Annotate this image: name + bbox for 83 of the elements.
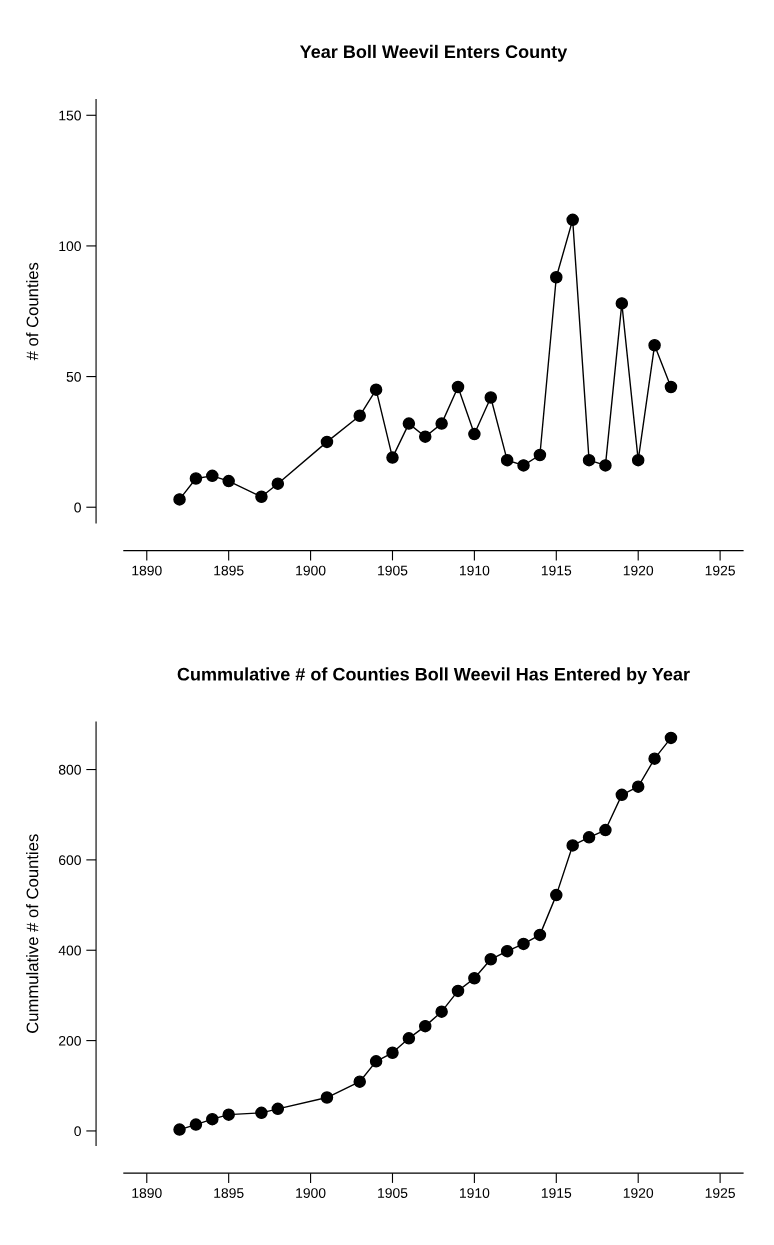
point [402, 1032, 416, 1045]
x-tick-label: 1890 [132, 1188, 162, 1198]
point [533, 448, 547, 462]
point [615, 297, 629, 310]
point [484, 391, 498, 404]
point [582, 831, 596, 844]
x-tick-label: 1910 [460, 565, 490, 576]
point [468, 971, 481, 985]
point [500, 453, 514, 467]
y-tick-label: 50 [66, 371, 81, 382]
x-tick-label: 1915 [541, 1188, 572, 1198]
x-tick-label: 1925 [705, 1188, 735, 1198]
point [517, 459, 530, 472]
point [206, 469, 219, 483]
point [435, 417, 448, 430]
point [173, 1123, 186, 1136]
x-tick-label: 1895 [214, 1188, 244, 1198]
point [173, 493, 186, 506]
x-tick-label: 1920 [623, 565, 654, 576]
point [271, 477, 285, 490]
point [418, 1019, 432, 1033]
point [631, 780, 645, 793]
point [468, 427, 481, 441]
chart-title: Year Boll Weevil Enters County [299, 44, 568, 62]
x-tick-label: 1890 [132, 565, 162, 576]
point [517, 937, 530, 951]
x-tick-label: 1900 [296, 565, 326, 576]
point [255, 1106, 268, 1120]
point [320, 435, 334, 449]
point [369, 383, 383, 396]
point [615, 788, 629, 802]
point [648, 752, 661, 765]
point [533, 928, 547, 942]
chart-title: Cummulative # of Counties Boll Weevil Has Entered by Year [177, 667, 690, 685]
point [386, 451, 399, 464]
point [451, 380, 465, 394]
y-axis-title: # of Counties [26, 262, 39, 361]
point [631, 453, 645, 467]
point [451, 984, 465, 998]
x-tick-label: 1895 [214, 565, 244, 576]
point [189, 472, 203, 485]
x-tick-label: 1925 [705, 565, 735, 576]
x-tick-label: 1915 [541, 565, 572, 576]
y-tick-label: 100 [59, 241, 81, 252]
point [189, 1118, 203, 1131]
point [582, 453, 596, 467]
x-tick-label: 1920 [623, 1188, 654, 1198]
point [206, 1112, 219, 1126]
point [353, 409, 366, 423]
y-tick-label: 150 [59, 110, 81, 121]
point [550, 888, 563, 902]
point [599, 823, 612, 837]
point [353, 1075, 366, 1088]
y-tick-label: 0 [74, 1126, 81, 1137]
point [566, 213, 579, 227]
x-tick-label: 1900 [296, 1188, 326, 1198]
y-tick-label: 400 [58, 945, 81, 956]
y-tick-label: 0 [74, 502, 81, 513]
point [435, 1005, 448, 1018]
point [500, 944, 514, 958]
point [402, 417, 416, 430]
point [599, 459, 612, 472]
y-tick-label: 200 [59, 1035, 81, 1046]
x-tick-label: 1905 [378, 565, 408, 576]
y-tick-label: 600 [59, 855, 81, 866]
point [255, 490, 268, 504]
y-axis-title: Cummulative # of Counties [26, 834, 39, 1033]
point [386, 1046, 399, 1060]
point [484, 953, 498, 966]
point [222, 474, 235, 488]
point [222, 1108, 235, 1121]
point [271, 1102, 285, 1116]
y-tick-label: 800 [58, 764, 81, 775]
point [418, 430, 432, 443]
point [369, 1055, 383, 1068]
point [664, 380, 678, 394]
x-tick-label: 1905 [378, 1188, 408, 1198]
point [320, 1091, 334, 1104]
point [566, 839, 579, 852]
point [648, 338, 661, 352]
x-tick-label: 1910 [460, 1188, 490, 1198]
point [664, 731, 678, 745]
point [550, 271, 563, 284]
